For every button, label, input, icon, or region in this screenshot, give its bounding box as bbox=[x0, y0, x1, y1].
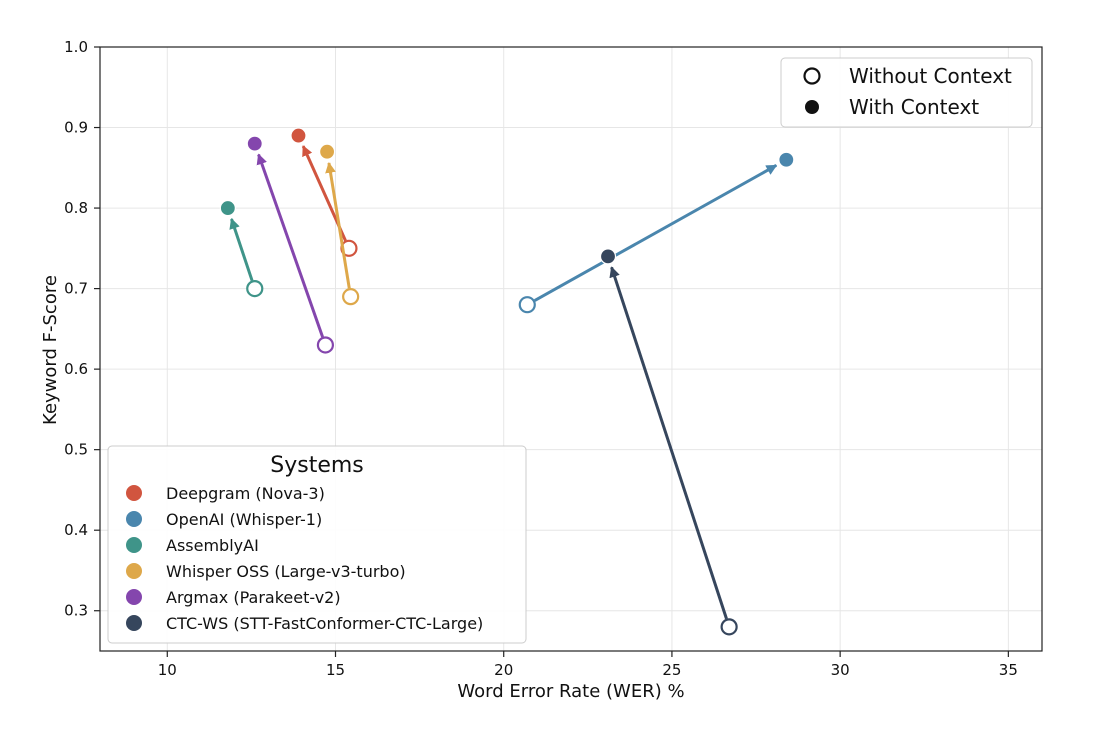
y-tick-label: 0.9 bbox=[64, 119, 88, 137]
data-marks bbox=[219, 127, 795, 636]
legend-marker bbox=[126, 537, 142, 553]
point-with-context bbox=[599, 248, 617, 265]
series-arrow bbox=[325, 161, 351, 289]
x-tick-label: 15 bbox=[326, 661, 345, 679]
systems-legend: Systems Deepgram (Nova-3) OpenAI (Whisper-… bbox=[107, 445, 527, 644]
without-context-label: Without Context bbox=[849, 64, 1012, 88]
x-tick-label: 20 bbox=[494, 661, 513, 679]
legend-label: Whisper OSS (Large-v3-turbo) bbox=[166, 562, 406, 581]
series-arrow bbox=[609, 266, 728, 620]
legend-title: Systems bbox=[270, 453, 364, 478]
x-axis-label: Word Error Rate (WER) % bbox=[457, 681, 684, 702]
point-with-context bbox=[246, 135, 263, 152]
series-arrow bbox=[229, 217, 254, 282]
point-with-context bbox=[219, 199, 236, 217]
y-tick-label: 0.7 bbox=[64, 280, 88, 298]
context-legend: Without Context With Context bbox=[780, 57, 1033, 128]
point-without-context bbox=[720, 618, 738, 636]
legend-marker bbox=[126, 615, 142, 631]
legend-marker bbox=[126, 511, 142, 527]
axes: 10 15 20 25 30 35 0.3 0.4 0.5 0.6 0.7 0.8 0.9 1.0 bbox=[64, 38, 1043, 679]
point-with-context bbox=[778, 151, 795, 168]
y-tick-label: 0.8 bbox=[64, 199, 88, 217]
y-axis-label: Keyword F-Score bbox=[40, 275, 61, 425]
legend-label: AssemblyAI bbox=[166, 536, 259, 555]
legend-marker bbox=[126, 563, 142, 579]
point-without-context bbox=[518, 296, 536, 314]
y-tick-label: 0.5 bbox=[64, 441, 88, 459]
point-without-context bbox=[316, 336, 335, 354]
legend-box bbox=[107, 445, 527, 644]
series-arrow bbox=[256, 153, 325, 338]
y-tick-label: 1.0 bbox=[64, 38, 88, 56]
plot-frame bbox=[99, 46, 1043, 652]
with-context-marker bbox=[805, 100, 819, 114]
point-without-context bbox=[342, 288, 360, 306]
legend-label: CTC-WS (STT-FastConformer-CTC-Large) bbox=[166, 614, 483, 633]
y-tick-label: 0.6 bbox=[64, 360, 88, 378]
legend-label: Deepgram (Nova-3) bbox=[166, 484, 325, 503]
x-tick-label: 25 bbox=[662, 661, 681, 679]
context-legend-box bbox=[780, 57, 1033, 128]
without-context-marker bbox=[803, 67, 821, 85]
x-tick-label: 10 bbox=[158, 661, 177, 679]
legend-marker bbox=[126, 589, 142, 605]
point-with-context bbox=[318, 143, 336, 160]
point-with-context bbox=[290, 127, 307, 144]
x-tick-label: 35 bbox=[999, 661, 1018, 679]
y-tick-label: 0.4 bbox=[64, 521, 88, 539]
series-arrow bbox=[533, 164, 778, 302]
with-context-label: With Context bbox=[849, 95, 979, 119]
x-tick-label: 30 bbox=[831, 661, 850, 679]
legend-label: OpenAI (Whisper-1) bbox=[166, 510, 322, 529]
legend-marker bbox=[126, 485, 142, 501]
legend-label: Argmax (Parakeet-v2) bbox=[166, 588, 341, 607]
y-tick-label: 0.3 bbox=[64, 602, 88, 620]
point-without-context bbox=[246, 280, 264, 298]
